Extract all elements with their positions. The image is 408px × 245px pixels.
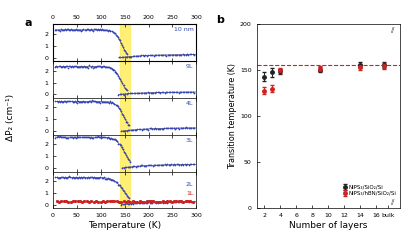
Bar <box>120 61 131 98</box>
Bar <box>120 135 131 171</box>
Bar <box>120 172 131 208</box>
Y-axis label: Transition temperature (K): Transition temperature (K) <box>228 63 237 169</box>
Text: 2L: 2L <box>186 182 193 187</box>
Text: b: b <box>216 15 224 25</box>
X-axis label: Number of layers: Number of layers <box>289 221 367 230</box>
Text: ΔP₂ (cm⁻¹): ΔP₂ (cm⁻¹) <box>6 94 15 141</box>
Text: 1L: 1L <box>186 191 193 196</box>
Text: a: a <box>24 18 32 28</box>
X-axis label: Temperature (K): Temperature (K) <box>88 221 161 230</box>
Bar <box>120 24 131 61</box>
Text: 10 nm: 10 nm <box>174 27 193 32</box>
Text: 4L: 4L <box>186 101 193 106</box>
Text: 3L: 3L <box>186 138 193 143</box>
Legend: NiPS₃/SiO₂/Si, NiPS₃/hBN/SiO₂/Si: NiPS₃/SiO₂/Si, NiPS₃/hBN/SiO₂/Si <box>343 184 397 196</box>
Text: $\!/\!/$: $\!/\!/$ <box>390 197 395 207</box>
Bar <box>120 98 131 135</box>
Text: $\!/\!/$: $\!/\!/$ <box>390 25 395 36</box>
Text: 9L: 9L <box>186 64 193 69</box>
